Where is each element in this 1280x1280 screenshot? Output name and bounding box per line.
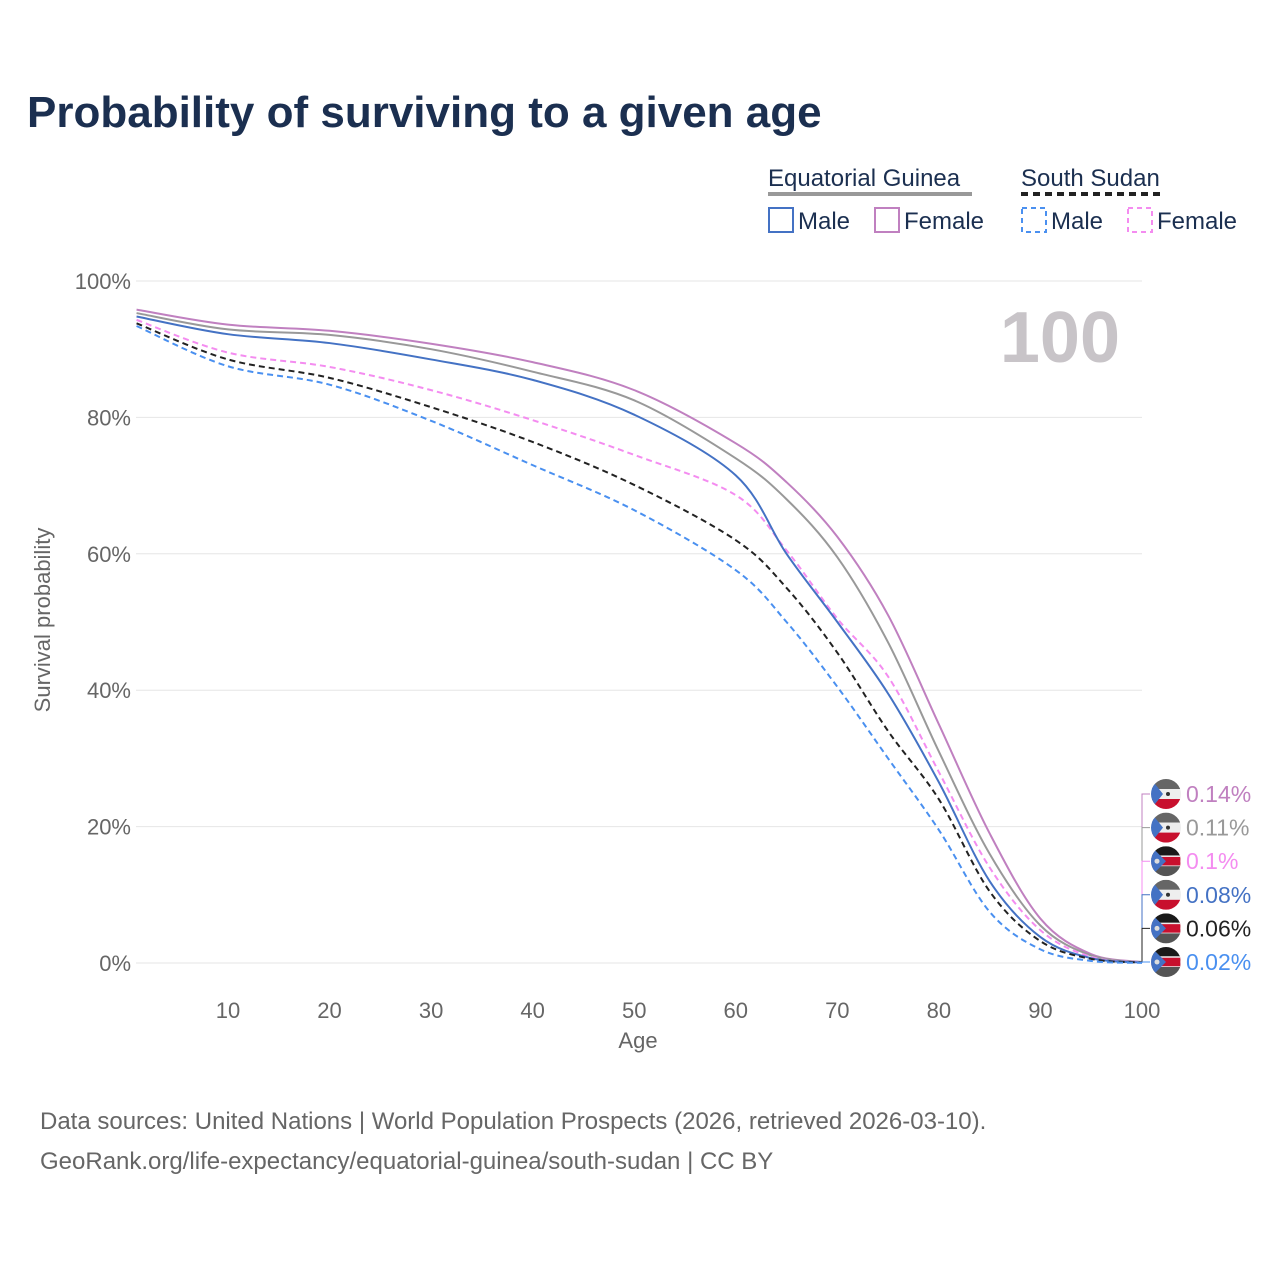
x-tick-label: 20 — [317, 998, 341, 1023]
flag-stripe — [1151, 832, 1181, 843]
series-line-equatorial-guinea-male — [136, 315, 1143, 964]
series-line-equatorial-guinea-total — [136, 312, 1143, 964]
legend-swatch[interactable] — [874, 207, 900, 233]
flag-emblem — [1166, 892, 1170, 897]
flag-stripe — [1151, 779, 1181, 789]
end-value-label: 0.06% — [1186, 915, 1251, 941]
x-tick-label: 70 — [825, 998, 849, 1023]
y-tick-label: 0% — [99, 951, 131, 976]
legend-swatch[interactable] — [1127, 207, 1153, 233]
flag-stripe — [1151, 866, 1181, 877]
legend-swatch[interactable] — [768, 207, 794, 233]
legend-group-equatorial-guinea: Equatorial Guinea — [768, 165, 961, 192]
equatorial-guinea-flag-icon — [1151, 879, 1181, 910]
flag-stripe — [1151, 812, 1181, 823]
series-line-south-sudan-total — [136, 322, 1143, 964]
flag-triangle — [1151, 779, 1163, 809]
south-sudan-flag-icon — [1151, 913, 1181, 944]
legend-swatch[interactable] — [1021, 207, 1047, 233]
y-tick-label: 40% — [87, 678, 131, 703]
south-sudan-flag-icon — [1151, 846, 1181, 877]
flag-emblem — [1166, 825, 1170, 830]
end-value-label: 0.11% — [1186, 815, 1250, 841]
legend-item-male[interactable]: Male — [1051, 208, 1103, 235]
label-connector — [1141, 793, 1150, 963]
end-value-label: 0.1% — [1186, 848, 1238, 874]
end-value-label: 0.14% — [1186, 781, 1251, 807]
x-tick-label: 40 — [520, 998, 544, 1023]
flag-stripe — [1151, 967, 1181, 977]
x-tick-label: 50 — [622, 998, 646, 1023]
x-tick-label: 90 — [1028, 998, 1052, 1023]
legend-item-female[interactable]: Female — [904, 208, 984, 235]
flag-star — [1154, 925, 1160, 931]
x-axis-label: Age — [618, 1028, 657, 1053]
flag-stripe — [1151, 913, 1181, 924]
flag-stripe — [1151, 846, 1181, 857]
series-line-south-sudan-male — [136, 325, 1143, 964]
y-tick-label: 80% — [87, 405, 131, 430]
equatorial-guinea-flag-icon — [1151, 779, 1181, 809]
flag-stripe — [1151, 933, 1181, 944]
flag-triangle — [1151, 812, 1163, 843]
legend-group-south-sudan: South Sudan — [1021, 165, 1160, 192]
x-tick-label: 100 — [1124, 998, 1161, 1023]
label-connector — [1141, 961, 1150, 963]
end-value-label: 0.02% — [1186, 949, 1251, 975]
series-line-equatorial-guinea-female — [136, 308, 1143, 964]
age-marker: 100 — [1000, 298, 1120, 378]
flag-star — [1154, 858, 1160, 864]
flag-stripe — [1151, 879, 1181, 890]
y-tick-label: 20% — [87, 815, 131, 840]
label-connector — [1141, 860, 1150, 963]
x-tick-label: 60 — [724, 998, 748, 1023]
flag-triangle — [1151, 879, 1163, 910]
flag-stripe — [1151, 799, 1181, 809]
flag-stripe — [1151, 947, 1181, 957]
label-connector — [1141, 927, 1150, 963]
y-axis-label: Survival probability — [30, 528, 55, 713]
x-tick-label: 30 — [419, 998, 443, 1023]
chart-title: Probability of surviving to a given age — [27, 88, 822, 137]
legend-item-male[interactable]: Male — [798, 208, 850, 235]
flag-stripe — [1151, 899, 1181, 910]
x-tick-label: 80 — [927, 998, 951, 1023]
flag-emblem — [1166, 792, 1170, 796]
y-tick-label: 60% — [87, 542, 131, 567]
x-tick-label: 10 — [216, 998, 240, 1023]
equatorial-guinea-flag-icon — [1151, 812, 1181, 843]
y-tick-label: 100% — [75, 269, 131, 294]
data-source-text: Data sources: United Nations | World Pop… — [40, 1108, 987, 1135]
legend-item-female[interactable]: Female — [1157, 208, 1237, 235]
end-value-label: 0.08% — [1186, 882, 1251, 908]
south-sudan-flag-icon — [1151, 947, 1181, 977]
flag-star — [1154, 959, 1160, 965]
source-link[interactable]: GeoRank.org/life-expectancy/equatorial-g… — [40, 1148, 774, 1175]
